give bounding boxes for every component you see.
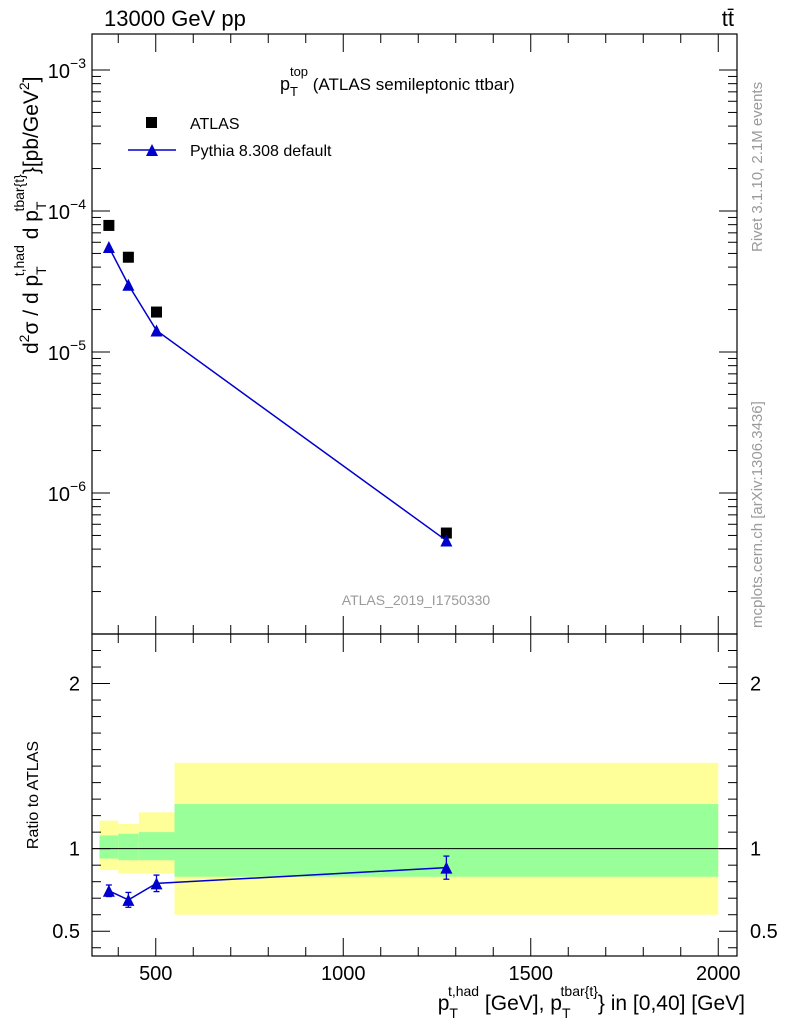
ratio-data-point [440,861,453,874]
legend-pythia-marker [146,144,158,156]
ratio-ylabel: Ratio to ATLAS [25,741,42,849]
plot-title-sub: T [290,84,298,99]
atlas-data-point [151,306,162,318]
ratio-bands [99,762,719,915]
rivet-label: Rivet 3.1.10, 2.1M events [749,82,766,252]
ratio-y-tick-label-left: 1 [69,839,80,861]
ratio-band-green [138,832,175,861]
ratio-y-tick-label-right: 0.5 [750,921,778,943]
ratio-y-tick-label-left: 0.5 [52,921,80,943]
header-right: tt̄ [722,6,734,31]
pythia-data-point [440,534,453,547]
main-plot-frame [91,33,738,635]
ratio-series-line [108,866,447,901]
main-y-tick-label: 10−5 [48,337,86,365]
ratio-x-tick-label: 500 [139,963,172,985]
ratio-data-point [102,884,115,897]
ratio-x-tick-label: 2000 [696,963,741,985]
ratio-x-tick-label: 1000 [321,963,366,985]
main-series-line-1 [108,246,447,542]
ratio-xlabel: pTt,had [GeV], pTtbar{t}} in [0,40] [GeV… [438,983,745,1021]
ratio-plot-frame [91,633,738,957]
atlas-data-point [103,219,115,231]
analysis-watermark: ATLAS_2019_I1750330 [342,592,491,608]
main-plot-series [102,219,453,547]
pythia-data-point [122,278,135,291]
ratio-band-green [118,833,139,861]
atlas-data-point [440,527,452,539]
pythia-data-point [102,241,115,254]
ratio-plot-panel: 0.5 0.5 1 1 2 2 500 1000 1500 2000 Ratio to ATLAS… [25,633,778,1021]
main-ylabel: d2σ / d pTt,had d pTtbar{t}}[pb/GeV2] [11,76,49,354]
plot-title-main: p [280,74,290,94]
legend-atlas-label: ATLAS [190,116,240,133]
ratio-plot-series [102,855,453,908]
ratio-y-tick-label-right: 1 [750,839,761,861]
ratio-y-tick-label-left: 2 [69,674,80,696]
ratio-band-green [99,835,119,859]
atlas-data-point [122,251,134,263]
legend: ATLAS Pythia 8.308 default [128,116,332,160]
pythia-data-point [150,324,163,337]
plot-title-rest: (ATLAS semileptonic ttbar) [308,75,515,94]
ratio-data-point [122,893,135,906]
header-left: 13000 GeV pp [104,6,246,31]
legend-atlas-marker [146,117,157,128]
ratio-y-tick-label-right: 2 [750,674,761,696]
plot-title: pTtop (ATLAS semileptonic ttbar) [280,64,515,99]
ratio-x-tick-label: 1500 [509,963,554,985]
legend-pythia-label: Pythia 8.308 default [190,143,332,160]
main-plot-ticks: 10−3 10−4 10−5 10−6 [48,34,737,635]
plot-title-sup: top [290,64,308,79]
main-y-tick-label: 10−6 [48,478,86,506]
main-y-tick-label: 10−3 [48,55,86,83]
ratio-data-point [150,877,163,890]
mcplots-label: mcplots.cern.ch [arXiv:1306.3436] [749,401,766,628]
main-plot-panel: 10−3 10−4 10−5 10−6 pTtop (ATLAS semilepton… [11,33,738,635]
main-y-tick-label: 10−4 [48,196,86,224]
